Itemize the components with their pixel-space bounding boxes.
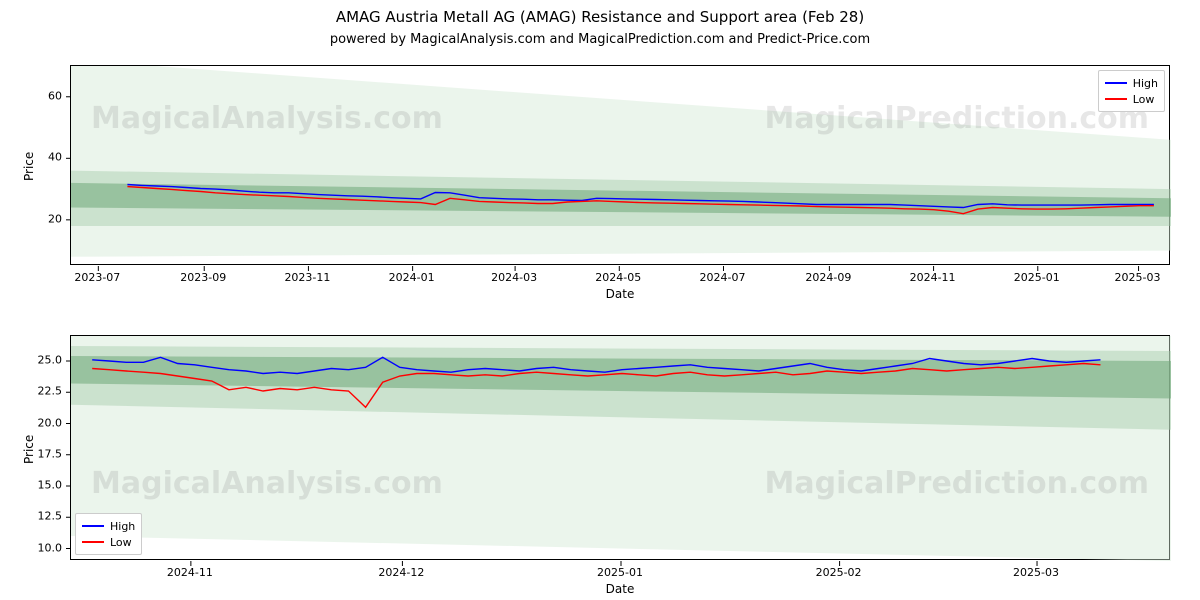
xtick-label: 2025-03 bbox=[1013, 566, 1059, 579]
legend-label-low: Low bbox=[110, 536, 132, 549]
bottom-panel: MagicalAnalysis.com MagicalPrediction.co… bbox=[70, 335, 1170, 560]
ytick-label: 15.0 bbox=[22, 479, 62, 492]
legend-item-high: High bbox=[82, 518, 135, 534]
ytick-label: 25.0 bbox=[22, 354, 62, 367]
xtick-label: 2024-12 bbox=[378, 566, 424, 579]
ytick-label: 22.5 bbox=[22, 385, 62, 398]
xtick-label: 2025-03 bbox=[1115, 271, 1161, 284]
chart-title: AMAG Austria Metall AG (AMAG) Resistance… bbox=[0, 8, 1200, 26]
xtick-label: 2025-02 bbox=[816, 566, 862, 579]
xtick-label: 2024-01 bbox=[389, 271, 435, 284]
legend-swatch-high bbox=[1105, 82, 1127, 84]
xtick-label: 2024-09 bbox=[805, 271, 851, 284]
top-panel-svg bbox=[71, 66, 1171, 266]
top-panel-xlabel: Date bbox=[70, 287, 1170, 301]
legend-swatch-low bbox=[82, 541, 104, 543]
xtick-label: 2024-07 bbox=[700, 271, 746, 284]
xtick-label: 2024-11 bbox=[910, 271, 956, 284]
bottom-panel-svg bbox=[71, 336, 1171, 561]
ytick-label: 17.5 bbox=[22, 447, 62, 460]
legend-item-low: Low bbox=[1105, 91, 1158, 107]
legend-bottom: High Low bbox=[75, 513, 142, 555]
xtick-label: 2023-11 bbox=[284, 271, 330, 284]
legend-label-high: High bbox=[1133, 77, 1158, 90]
legend-top: High Low bbox=[1098, 70, 1165, 112]
legend-swatch-low bbox=[1105, 98, 1127, 100]
figure: AMAG Austria Metall AG (AMAG) Resistance… bbox=[0, 0, 1200, 600]
bottom-panel-xlabel: Date bbox=[70, 582, 1170, 596]
chart-subtitle: powered by MagicalAnalysis.com and Magic… bbox=[0, 32, 1200, 47]
xtick-label: 2024-05 bbox=[595, 271, 641, 284]
ytick-label: 12.5 bbox=[22, 510, 62, 523]
xtick-label: 2024-11 bbox=[167, 566, 213, 579]
legend-item-high: High bbox=[1105, 75, 1158, 91]
top-panel: MagicalAnalysis.com MagicalPrediction.co… bbox=[70, 65, 1170, 265]
xtick-label: 2023-07 bbox=[74, 271, 120, 284]
xtick-label: 2025-01 bbox=[597, 566, 643, 579]
legend-swatch-high bbox=[82, 525, 104, 527]
ytick-label: 10.0 bbox=[22, 541, 62, 554]
xtick-label: 2025-01 bbox=[1014, 271, 1060, 284]
ytick-label: 40 bbox=[22, 151, 62, 164]
ytick-label: 20 bbox=[22, 212, 62, 225]
ytick-label: 60 bbox=[22, 89, 62, 102]
ytick-label: 20.0 bbox=[22, 416, 62, 429]
xtick-label: 2024-03 bbox=[491, 271, 537, 284]
legend-label-low: Low bbox=[1133, 93, 1155, 106]
legend-item-low: Low bbox=[82, 534, 135, 550]
xtick-label: 2023-09 bbox=[180, 271, 226, 284]
legend-label-high: High bbox=[110, 520, 135, 533]
